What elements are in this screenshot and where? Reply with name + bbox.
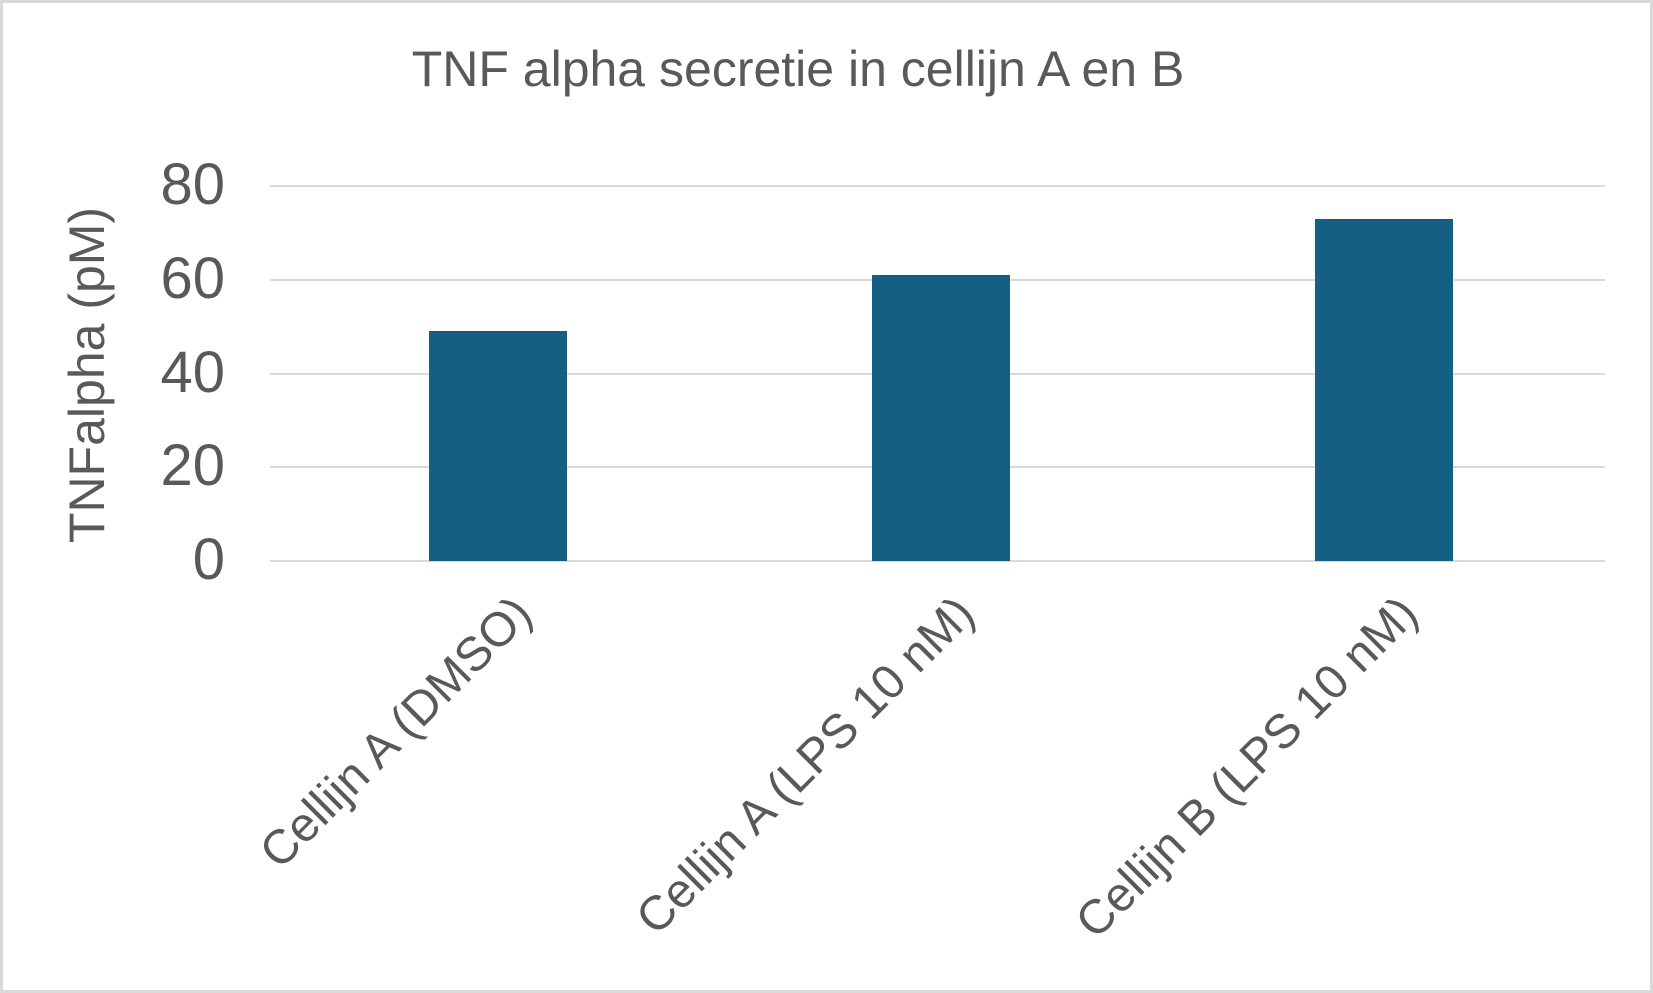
gridline-80	[270, 185, 1605, 187]
bar-2	[872, 275, 1010, 561]
y-tick-label-60: 60	[160, 245, 225, 311]
bar-1	[429, 331, 568, 561]
bar-3	[1314, 218, 1453, 561]
y-tick-label-40: 40	[160, 339, 225, 405]
gridline-0	[270, 560, 1605, 562]
x-category-label-2: Cellijn A (LPS 10 nM)	[626, 586, 986, 945]
y-tick-label-20: 20	[160, 433, 225, 499]
y-tick-label-80: 80	[160, 152, 225, 217]
y-tick-label-0: 0	[192, 527, 225, 592]
x-category-label-3: Cellijn B (LPS 10 nM)	[1065, 586, 1428, 949]
x-category-label-1: Cellijn A (DMSO)	[250, 586, 543, 879]
chart-title: TNF alpha secretie in cellijn A en B	[411, 41, 1185, 97]
